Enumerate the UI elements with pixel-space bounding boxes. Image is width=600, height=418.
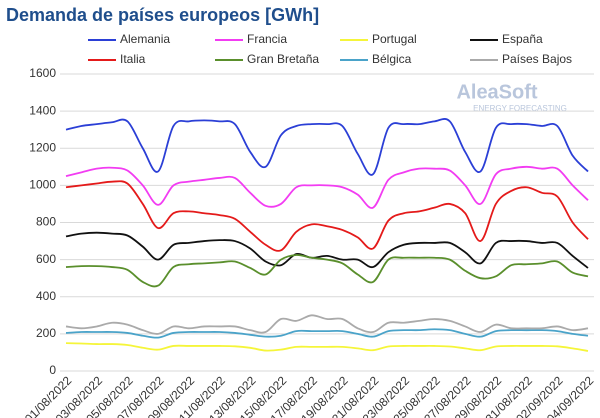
watermark: AleaSoft	[456, 81, 537, 103]
y-tick-label: 600	[36, 252, 56, 266]
legend-label: Gran Bretaña	[247, 52, 319, 66]
y-tick-label: 200	[36, 326, 56, 340]
series-line	[65, 118, 589, 176]
legend-label: Alemania	[120, 32, 170, 46]
watermark-tagline: ENERGY FORECASTING	[473, 104, 567, 113]
legend-label: Italia	[120, 52, 146, 66]
legend-label: España	[502, 32, 543, 46]
y-tick-label: 0	[49, 363, 56, 377]
legend-label: Bélgica	[372, 52, 412, 66]
y-tick-label: 400	[36, 289, 56, 303]
series-line	[65, 180, 589, 252]
series-line	[65, 328, 589, 339]
series-line	[65, 231, 589, 269]
series-line	[65, 314, 589, 335]
y-tick-label: 800	[36, 215, 56, 229]
legend-label: Portugal	[372, 32, 417, 46]
series-line	[65, 342, 589, 352]
legend-label: Países Bajos	[502, 52, 572, 66]
series-line	[65, 165, 589, 209]
legend-label: Francia	[247, 32, 287, 46]
chart-title: Demanda de países europeos [GWh]	[6, 5, 319, 25]
y-tick-label: 1200	[29, 140, 56, 154]
y-tick-label: 1600	[29, 66, 56, 80]
y-tick-label: 1000	[29, 178, 56, 192]
y-tick-label: 1400	[29, 103, 56, 117]
series-line	[65, 254, 589, 288]
